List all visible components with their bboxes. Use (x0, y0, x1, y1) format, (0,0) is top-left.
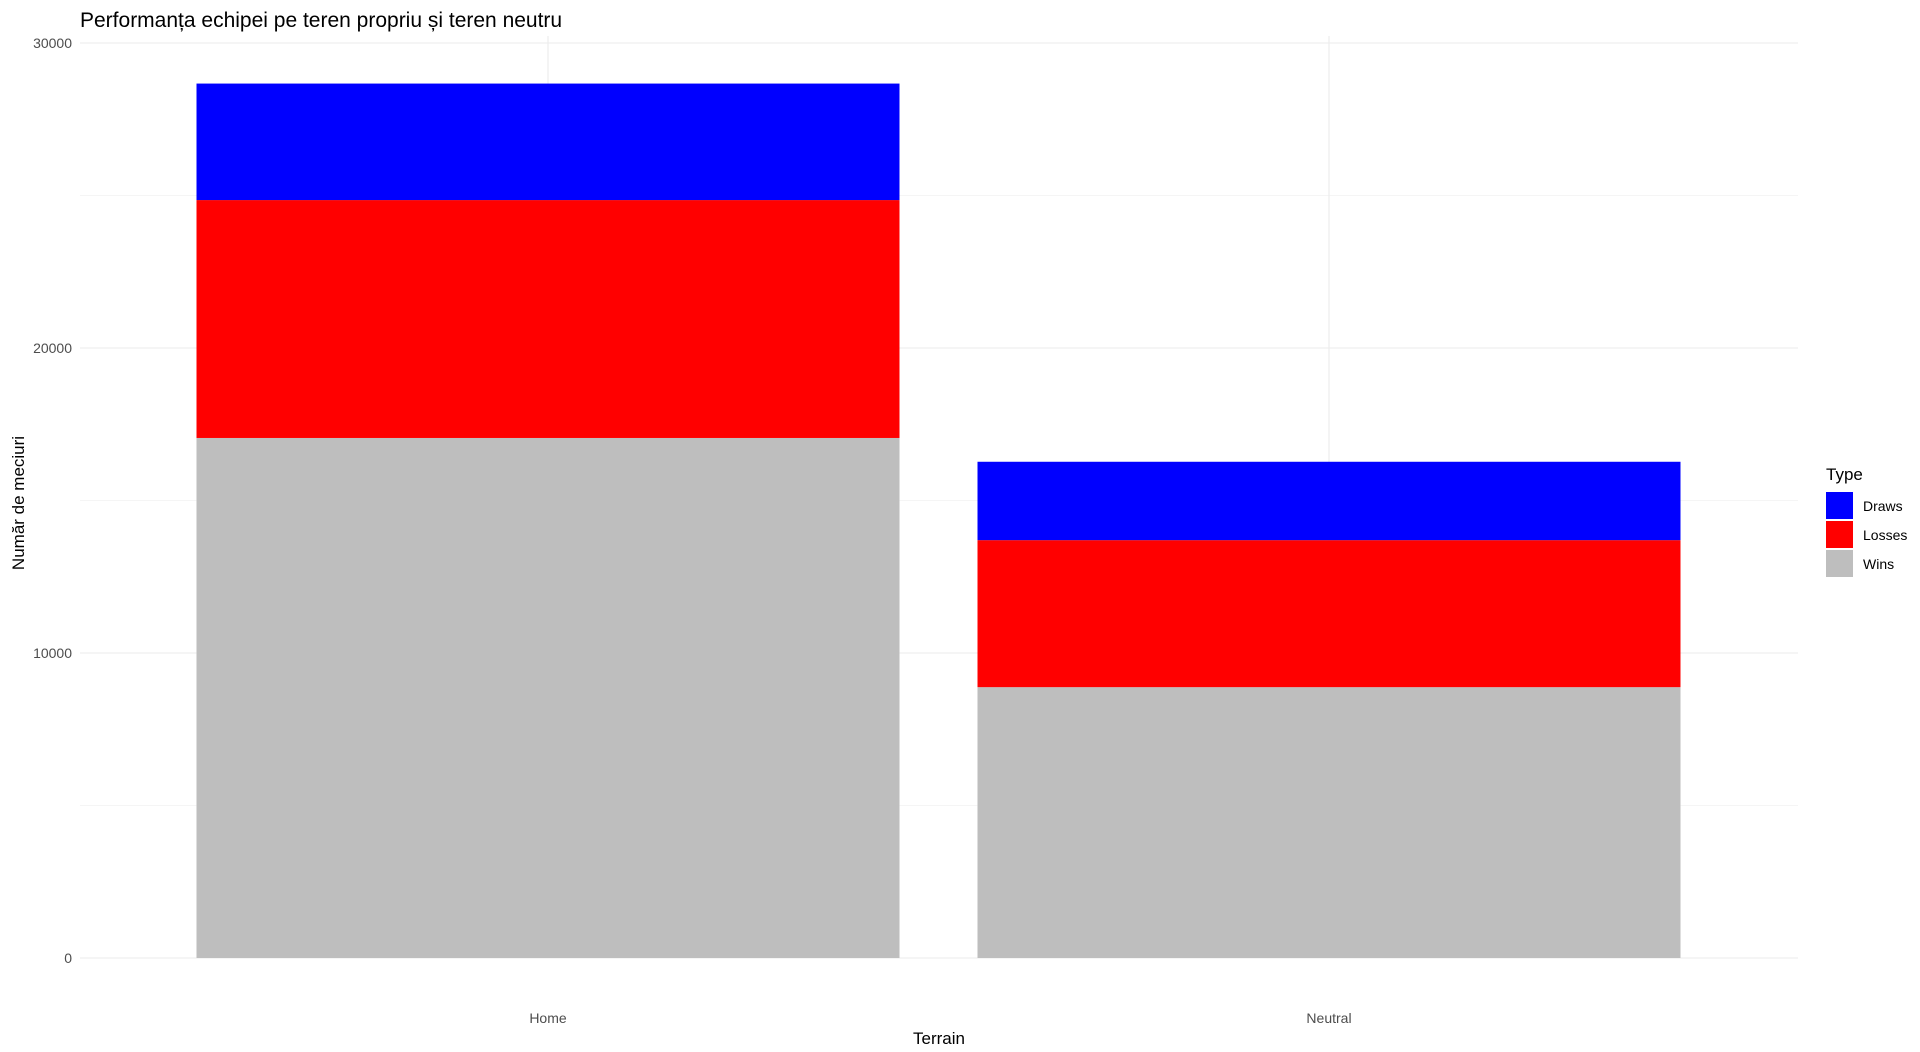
legend-label-draws: Draws (1863, 498, 1903, 514)
legend-items: Draws Losses Wins (1826, 492, 1907, 577)
legend-label-losses: Losses (1863, 527, 1907, 543)
bar-neutral-losses (977, 540, 1681, 688)
x-tick-label: Home (529, 1010, 567, 1026)
bars-layer (196, 83, 1681, 959)
y-axis-ticks: 0 10000 20000 30000 (33, 35, 72, 966)
bar-neutral-wins (977, 687, 1681, 958)
y-tick-label: 0 (64, 950, 72, 966)
y-tick-label: 20000 (33, 340, 72, 356)
chart-title: Performanța echipei pe teren propriu și … (80, 9, 562, 32)
bar-home-draws (196, 83, 900, 201)
y-tick-label: 10000 (33, 645, 72, 661)
bar-home-losses (196, 200, 900, 438)
y-axis-title: Număr de meciuri (9, 436, 28, 570)
x-tick-label: Neutral (1306, 1010, 1351, 1026)
legend-swatch-losses (1826, 521, 1853, 548)
bar-neutral-draws (977, 461, 1681, 541)
x-axis-title: Terrain (913, 1029, 965, 1048)
legend-title: Type (1826, 465, 1863, 484)
y-tick-label: 30000 (33, 35, 72, 51)
legend: Type Draws Losses Wins (1826, 465, 1907, 577)
x-axis-ticks: Home Neutral (529, 1010, 1351, 1026)
legend-swatch-wins (1826, 550, 1853, 577)
bar-home-wins (196, 437, 900, 959)
legend-swatch-draws (1826, 492, 1853, 519)
legend-label-wins: Wins (1863, 556, 1894, 572)
